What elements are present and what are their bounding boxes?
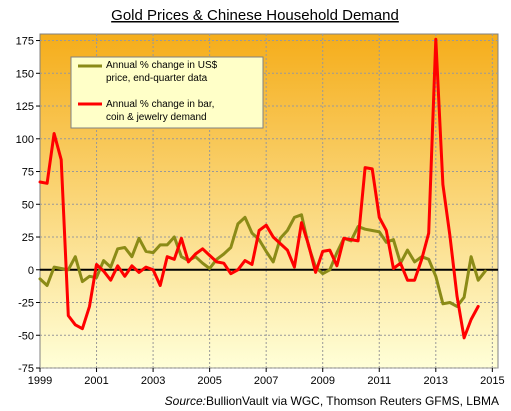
source-note: Source:BullionVault via WGC, Thomson Reu… <box>165 394 499 408</box>
chart-title: Gold Prices & Chinese Household Demand <box>111 7 399 24</box>
legend-label-price-line1: Annual % change in US$ <box>106 60 218 71</box>
y-tick-label: 0 <box>28 265 34 277</box>
y-tick-label: -75 <box>18 363 34 375</box>
series-demand-line <box>38 37 480 340</box>
y-tick-label: 100 <box>16 134 34 146</box>
x-tick-label: 2001 <box>84 375 108 387</box>
y-tick-label: 150 <box>16 68 34 80</box>
y-tick-label: -50 <box>18 330 34 342</box>
x-tick-label: 2009 <box>310 375 334 387</box>
series-lines <box>38 37 487 340</box>
y-tick-label: 125 <box>16 101 34 113</box>
x-tick-label: 2005 <box>197 375 221 387</box>
legend-label-price-line2: price, end-quarter data <box>106 73 208 84</box>
y-tick-label: 75 <box>22 167 34 179</box>
y-tick-label: 25 <box>22 232 34 244</box>
legend-label-demand-line2: coin & jewelry demand <box>106 112 207 123</box>
x-tick-label: 2013 <box>424 375 448 387</box>
legend: Annual % change in US$ price, end-quarte… <box>70 56 264 129</box>
legend-label-demand-line1: Annual % change in bar, <box>106 99 214 110</box>
x-tick-label: 2003 <box>141 375 165 387</box>
y-tick-label: 175 <box>16 36 34 48</box>
source-label: Source: <box>165 394 206 408</box>
x-tick-label: 2011 <box>367 375 391 387</box>
source-value: BullionVault via WGC, Thomson Reuters GF… <box>206 394 499 408</box>
y-tick-label: -25 <box>18 298 34 310</box>
y-tick-label: 50 <box>22 199 34 211</box>
y-axis-ticks: 175 150 125 100 75 50 25 0 -25 -50 -75 <box>16 36 40 375</box>
x-tick-label: 2015 <box>480 375 504 387</box>
x-axis-ticks: 1999 2001 2003 2005 2007 2009 2011 2013 2015 <box>28 368 505 387</box>
x-tick-label: 1999 <box>28 375 52 387</box>
legend-box <box>70 56 264 129</box>
series-price-line <box>38 213 487 308</box>
x-tick-label: 2007 <box>254 375 278 387</box>
